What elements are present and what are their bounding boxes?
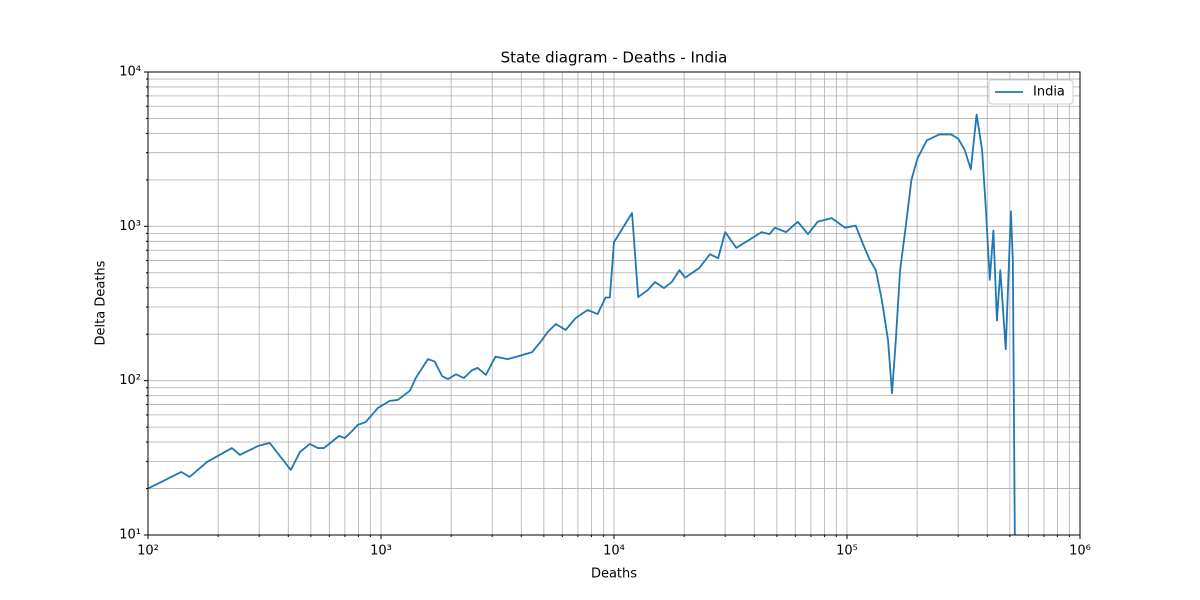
x-axis-label: Deaths: [591, 567, 637, 582]
y-axis-label: Delta Deaths: [94, 260, 109, 345]
x-tick-label: 10²: [137, 544, 159, 559]
legend-label: India: [1033, 85, 1065, 100]
x-tick-label: 10⁵: [836, 544, 858, 559]
y-tick-label: 10²: [119, 373, 141, 388]
legend-box: [988, 79, 1074, 105]
data-line: [148, 113, 1016, 535]
plot-frame: [147, 71, 1081, 536]
y-tick-label: 10³: [119, 219, 141, 234]
y-tick-label: 10¹: [119, 528, 141, 543]
x-tick-label: 10⁶: [1069, 544, 1091, 559]
chart-title: State diagram - Deaths - India: [501, 49, 728, 67]
x-tick-label: 10⁴: [603, 544, 625, 559]
x-tick-label: 10³: [370, 544, 392, 559]
y-tick-label: 10⁴: [119, 65, 141, 80]
